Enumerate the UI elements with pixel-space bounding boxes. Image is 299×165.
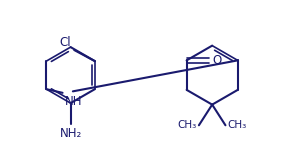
Text: O: O xyxy=(213,54,222,67)
Text: NH: NH xyxy=(65,95,82,108)
Text: CH₃: CH₃ xyxy=(177,120,197,130)
Text: Cl: Cl xyxy=(60,36,71,49)
Text: NH₂: NH₂ xyxy=(60,127,82,140)
Text: CH₃: CH₃ xyxy=(228,120,247,130)
